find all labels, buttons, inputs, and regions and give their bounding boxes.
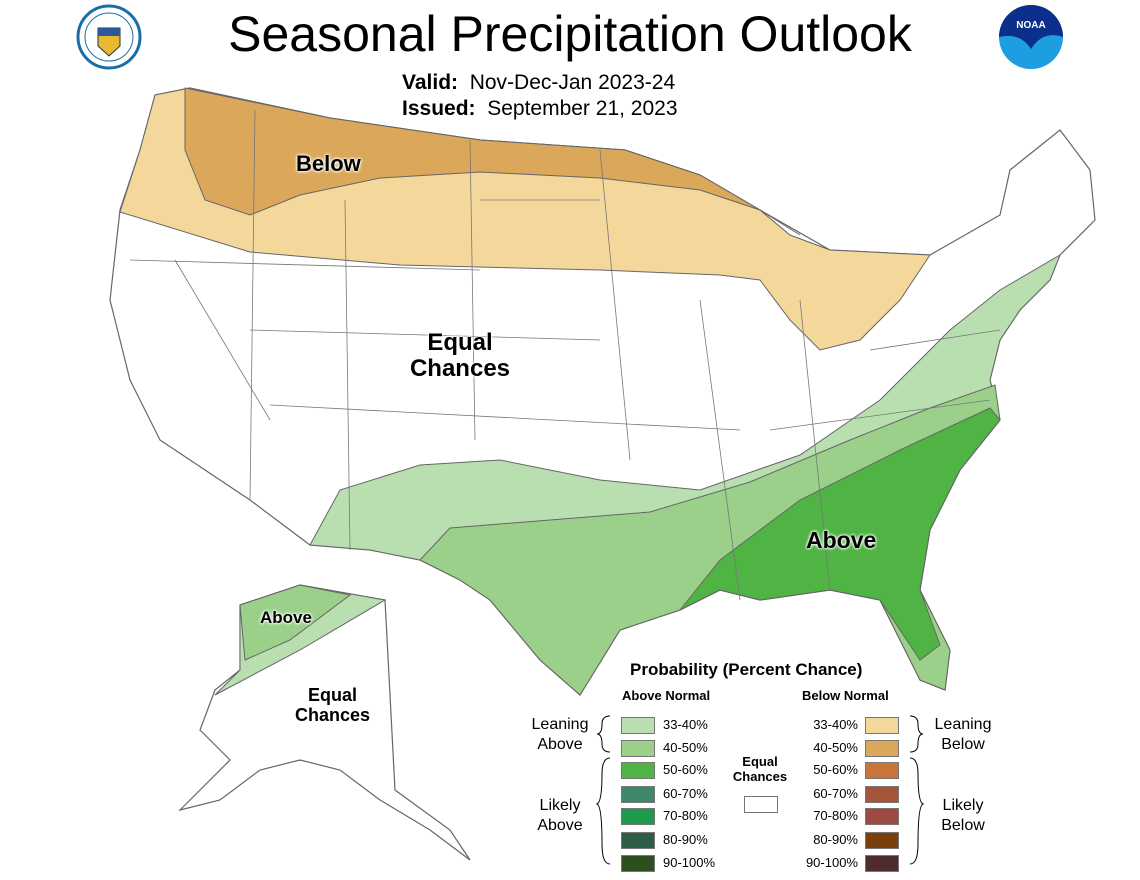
below-swatch-2 xyxy=(865,762,899,779)
label-equal-chances: Equal Chances xyxy=(409,329,511,383)
page-title: Seasonal Precipitation Outlook xyxy=(228,6,912,62)
below-range-label: 70-80% xyxy=(813,808,858,823)
legend-below-header: Below Normal xyxy=(802,688,889,703)
region-leaning-below-40-50 xyxy=(184,87,801,236)
legend-above-header: Above Normal xyxy=(622,688,711,703)
below-range-label: 90-100% xyxy=(805,855,858,870)
above-range-label: 90-100% xyxy=(663,855,716,870)
above-swatch-3 xyxy=(621,786,655,803)
below-range-label: 50-60% xyxy=(813,762,858,777)
noaa-logo: NOAA xyxy=(999,5,1063,69)
above-range-label: 60-70% xyxy=(663,786,708,801)
issued-line: Issued: September 21, 2023 xyxy=(402,96,678,122)
above-swatch-5 xyxy=(621,832,655,849)
state-boundaries xyxy=(129,109,1001,601)
alaska-leaning-above-40-50 xyxy=(239,584,352,661)
below-range-label: 40-50% xyxy=(813,740,858,755)
legend-title: Probability (Percent Chance) xyxy=(630,660,863,679)
above-swatch-0 xyxy=(621,717,655,734)
label-above: Above xyxy=(806,527,877,553)
below-range-label: 80-90% xyxy=(813,832,858,847)
issued-value: September 21, 2023 xyxy=(487,97,678,120)
valid-line: Valid: Nov-Dec-Jan 2023-24 xyxy=(402,70,675,96)
below-swatch-0 xyxy=(865,717,899,734)
valid-label: Valid: xyxy=(402,71,459,94)
above-swatch-2 xyxy=(621,762,655,779)
below-swatch-4 xyxy=(865,808,899,825)
above-range-label: 80-90% xyxy=(663,832,708,847)
left-braces xyxy=(596,715,611,865)
right-braces xyxy=(909,715,925,865)
label-alaska-above: Above xyxy=(260,608,312,627)
above-range-label: 70-80% xyxy=(663,808,708,823)
below-range-label: 33-40% xyxy=(813,717,858,732)
equal-chances-label: Equal Chances xyxy=(732,754,788,784)
leaning-above-label: Leaning Above xyxy=(531,716,589,753)
noaa-logo-text: NOAA xyxy=(1016,20,1045,31)
above-range-label: 40-50% xyxy=(663,740,708,755)
below-swatch-1 xyxy=(865,740,899,757)
above-swatch-4 xyxy=(621,808,655,825)
issued-label: Issued: xyxy=(402,97,476,120)
equal-chances-swatch xyxy=(744,796,778,813)
above-swatch-1 xyxy=(621,740,655,757)
above-range-label: 33-40% xyxy=(663,717,708,732)
label-below: Below xyxy=(296,151,361,176)
region-likely-above-50-60 xyxy=(679,407,1001,661)
label-alaska-equal-chances: Equal Chances xyxy=(294,685,371,725)
commerce-seal-logo xyxy=(76,4,142,70)
likely-below-label: Likely Below xyxy=(941,797,985,834)
below-range-label: 60-70% xyxy=(813,786,858,801)
likely-above-label: Likely Above xyxy=(537,797,583,834)
above-range-label: 50-60% xyxy=(663,762,708,777)
region-leaning-above-40-50 xyxy=(419,384,1001,696)
below-swatch-5 xyxy=(865,832,899,849)
below-swatch-6 xyxy=(865,855,899,872)
leaning-below-label: Leaning Below xyxy=(934,716,992,753)
valid-value: Nov-Dec-Jan 2023-24 xyxy=(469,71,676,94)
above-swatch-6 xyxy=(621,855,655,872)
below-swatch-3 xyxy=(865,786,899,803)
